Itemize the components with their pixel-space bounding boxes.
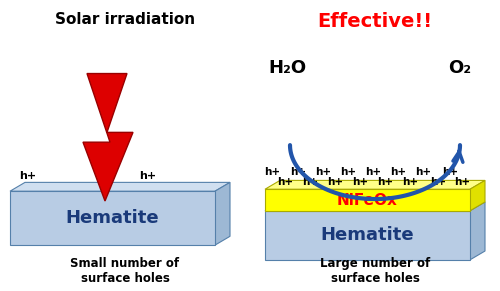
Text: h+: h+ [340,168,356,178]
Text: Large number of
surface holes: Large number of surface holes [320,257,430,285]
Text: Small number of
surface holes: Small number of surface holes [70,257,180,285]
Text: Solar irradiation: Solar irradiation [55,12,195,27]
Polygon shape [470,180,485,211]
Text: h+: h+ [454,177,470,187]
Text: h+: h+ [20,171,36,181]
Text: h+: h+ [140,171,156,181]
Text: h+: h+ [415,168,431,178]
Polygon shape [265,202,485,211]
Text: h+: h+ [430,177,446,187]
Bar [265,189,470,211]
Text: h+: h+ [377,177,393,187]
Text: Hematite: Hematite [66,209,160,227]
Text: h+: h+ [264,168,280,178]
Text: h+: h+ [302,177,318,187]
Text: h+: h+ [352,177,368,187]
Bar [10,191,215,245]
Text: H₂O: H₂O [268,59,306,77]
Polygon shape [83,74,133,201]
Text: Hematite: Hematite [320,226,414,244]
Polygon shape [470,202,485,260]
Bar [265,211,470,260]
Text: h+: h+ [315,168,331,178]
Text: NiFeOx: NiFeOx [337,193,398,207]
Text: h+: h+ [390,168,406,178]
Text: h+: h+ [402,177,418,187]
Text: h+: h+ [327,177,343,187]
Polygon shape [265,180,485,189]
Polygon shape [215,182,230,245]
Text: h+: h+ [290,168,306,178]
Text: h+: h+ [277,177,293,187]
Polygon shape [10,182,230,191]
Text: O₂: O₂ [448,59,471,77]
Text: h+: h+ [365,168,381,178]
Text: h+: h+ [96,169,114,180]
Text: h+: h+ [442,168,458,178]
Text: Effective!!: Effective!! [318,12,432,31]
